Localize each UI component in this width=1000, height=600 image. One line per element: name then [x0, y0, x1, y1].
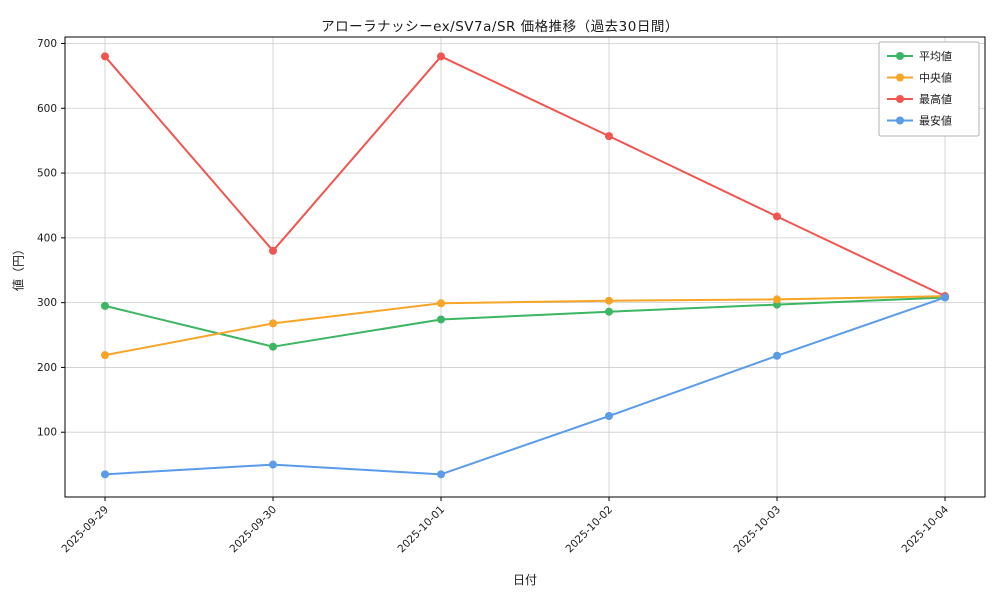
legend-label: 最高値 — [919, 92, 952, 106]
y-tick-label: 500 — [37, 168, 57, 180]
data-point — [605, 412, 613, 421]
legend-marker — [896, 52, 904, 60]
legend-item: 中央値 — [887, 71, 952, 84]
data-point — [605, 307, 613, 316]
legend-label: 最安値 — [919, 113, 952, 127]
data-point — [773, 212, 781, 221]
legend-label: 中央値 — [919, 71, 952, 84]
data-point — [437, 470, 445, 479]
y-tick-label: 600 — [37, 103, 57, 115]
data-point — [269, 319, 277, 328]
y-tick-label: 100 — [37, 427, 57, 439]
x-tick-label: 2025-10-03 — [731, 504, 783, 556]
data-point — [437, 52, 445, 61]
data-point — [101, 52, 109, 61]
data-point — [605, 132, 613, 141]
data-point — [101, 470, 109, 479]
data-point — [269, 342, 277, 351]
data-point — [269, 460, 277, 469]
data-point — [101, 301, 109, 310]
x-tick-label: 2025-10-02 — [563, 504, 615, 556]
y-tick-label: 200 — [37, 362, 57, 374]
x-tick-label: 2025-10-01 — [395, 504, 447, 556]
series-line-3 — [104, 296, 946, 476]
data-point — [605, 296, 613, 305]
legend-box — [878, 41, 980, 137]
legend-marker — [896, 116, 904, 125]
y-tick-label: 300 — [37, 297, 57, 309]
series-line-0 — [104, 296, 946, 348]
data-point — [773, 295, 781, 304]
data-point — [101, 351, 109, 360]
data-point — [941, 293, 949, 302]
data-point — [269, 246, 277, 255]
legend-item: 最安値 — [887, 113, 952, 127]
data-point — [773, 351, 781, 360]
x-tick-label: 2025-09-30 — [227, 504, 279, 556]
x-tick-label: 2025-10-04 — [899, 503, 951, 555]
legend-item: 最高値 — [887, 92, 952, 106]
series-line-1 — [104, 295, 946, 357]
data-point — [437, 315, 445, 324]
plot-background — [65, 37, 985, 497]
legend-marker — [896, 95, 904, 103]
data-point — [437, 299, 445, 308]
series-line-2 — [104, 55, 946, 298]
y-tick-label: 700 — [37, 38, 57, 50]
y-tick-label: 400 — [37, 232, 57, 244]
legend-item: 平均値 — [887, 50, 952, 63]
y-axis-label: 値（円） — [11, 242, 26, 292]
legend-marker — [896, 73, 904, 82]
chart-title: アローラナッシーex/SV7a/SR 価格推移（過去30日間） — [321, 19, 679, 35]
x-axis-label: 日付 — [512, 573, 537, 587]
plot-frame — [64, 36, 986, 498]
x-tick-label: 2025-09-29 — [59, 504, 111, 556]
legend-label: 平均値 — [919, 50, 952, 63]
